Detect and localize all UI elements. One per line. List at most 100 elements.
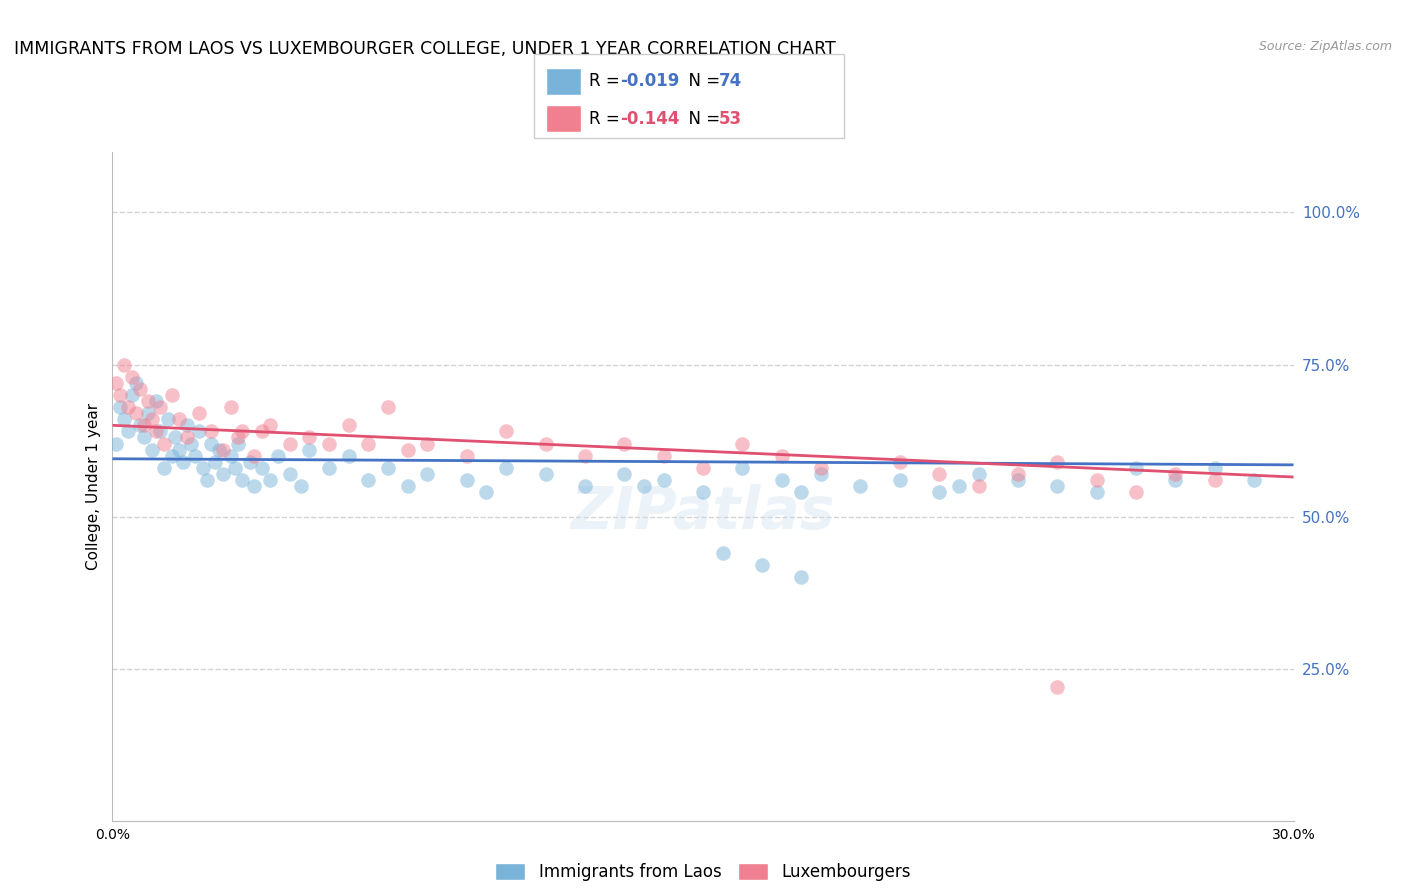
Point	[141, 412, 163, 426]
Point	[117, 400, 139, 414]
Point	[219, 400, 242, 414]
Text: ZIPatlas: ZIPatlas	[571, 484, 835, 541]
Point	[211, 467, 233, 481]
Point	[169, 412, 191, 426]
Point	[731, 461, 754, 475]
Point	[219, 449, 242, 463]
Point	[1204, 461, 1226, 475]
Point	[889, 473, 911, 487]
Point	[692, 461, 714, 475]
Point	[145, 394, 167, 409]
Point	[967, 479, 990, 493]
Point	[188, 425, 211, 439]
Point	[278, 467, 301, 481]
Point	[416, 436, 439, 450]
Point	[224, 461, 246, 475]
Point	[191, 461, 214, 475]
Point	[711, 546, 734, 560]
Legend: Immigrants from Laos, Luxembourgers: Immigrants from Laos, Luxembourgers	[486, 855, 920, 889]
Point	[1125, 461, 1147, 475]
Point	[145, 425, 167, 439]
Point	[1125, 485, 1147, 500]
Point	[180, 436, 202, 450]
Point	[259, 473, 281, 487]
Point	[243, 449, 266, 463]
Point	[298, 442, 321, 457]
Text: R =: R =	[589, 110, 626, 128]
Point	[160, 388, 183, 402]
Point	[810, 467, 832, 481]
Point	[928, 485, 950, 500]
Text: 74: 74	[718, 72, 742, 90]
Point	[228, 436, 250, 450]
Text: 53: 53	[718, 110, 741, 128]
Point	[849, 479, 872, 493]
Point	[475, 485, 498, 500]
Point	[318, 436, 340, 450]
Point	[105, 436, 128, 450]
Y-axis label: College, Under 1 year: College, Under 1 year	[86, 402, 101, 570]
Point	[967, 467, 990, 481]
Point	[239, 455, 262, 469]
Point	[136, 394, 159, 409]
Point	[889, 455, 911, 469]
Point	[136, 406, 159, 420]
Text: -0.144: -0.144	[620, 110, 679, 128]
Point	[149, 425, 172, 439]
Point	[652, 473, 675, 487]
Point	[1243, 473, 1265, 487]
Point	[495, 461, 517, 475]
Text: N =: N =	[678, 72, 725, 90]
Point	[613, 467, 636, 481]
Point	[534, 467, 557, 481]
Point	[125, 376, 148, 390]
Text: R =: R =	[589, 72, 626, 90]
Point	[613, 436, 636, 450]
Text: Source: ZipAtlas.com: Source: ZipAtlas.com	[1258, 40, 1392, 54]
Point	[204, 455, 226, 469]
Point	[176, 430, 198, 444]
Point	[184, 449, 207, 463]
Point	[810, 461, 832, 475]
Point	[377, 461, 399, 475]
Point	[396, 442, 419, 457]
Text: -0.019: -0.019	[620, 72, 679, 90]
Point	[172, 455, 194, 469]
Point	[1046, 479, 1069, 493]
Point	[574, 449, 596, 463]
Point	[1164, 473, 1187, 487]
Point	[243, 479, 266, 493]
Point	[298, 430, 321, 444]
Point	[790, 570, 813, 584]
Point	[195, 473, 218, 487]
Point	[200, 425, 222, 439]
Point	[208, 442, 231, 457]
Point	[377, 400, 399, 414]
Point	[456, 473, 478, 487]
Point	[117, 425, 139, 439]
Point	[121, 369, 143, 384]
Point	[357, 473, 380, 487]
Point	[228, 430, 250, 444]
Point	[948, 479, 970, 493]
Point	[456, 449, 478, 463]
Point	[231, 473, 253, 487]
Point	[495, 425, 517, 439]
Point	[1007, 473, 1029, 487]
Point	[770, 449, 793, 463]
Point	[152, 436, 174, 450]
Point	[318, 461, 340, 475]
Point	[112, 412, 135, 426]
Text: N =: N =	[678, 110, 725, 128]
Point	[1204, 473, 1226, 487]
Point	[200, 436, 222, 450]
Point	[110, 388, 132, 402]
Point	[211, 442, 233, 457]
Point	[121, 388, 143, 402]
Point	[110, 400, 132, 414]
Point	[1085, 485, 1108, 500]
Point	[357, 436, 380, 450]
Point	[928, 467, 950, 481]
Point	[396, 479, 419, 493]
Point	[149, 400, 172, 414]
